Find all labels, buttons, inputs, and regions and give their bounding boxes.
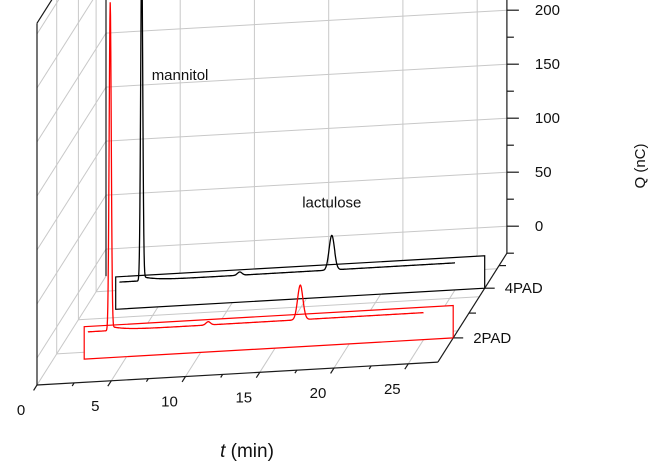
back-grid-hline [105,63,507,88]
x-tick [107,380,112,387]
back-grid-hline [105,9,507,34]
back-grid-hline [105,171,507,196]
x-tick [255,371,261,379]
trace-4pad [119,0,455,283]
y-tick-label: 100 [535,110,560,127]
x-axis-variable: t [220,441,226,462]
x-tick-label: 20 [310,385,327,402]
left-grid-line [36,32,107,143]
trace-band-2pad [83,304,454,360]
floor-grid-line [36,275,107,386]
x-minor-tick [220,374,224,378]
y-axis-label: Q (nC) [632,143,649,188]
depth-axis-line [437,252,508,363]
y-tick-label: 150 [535,56,560,73]
x-minor-tick [368,365,372,370]
z-tick-label: 2PAD [473,330,511,347]
x-tick-label: 5 [91,398,99,415]
z-tick-label: 4PAD [505,280,543,297]
x-tick-label: 15 [235,389,252,406]
traces [83,0,486,360]
x-tick [330,367,335,374]
trace-band-4pad [115,255,486,310]
y-tick-label: 0 [535,218,543,235]
x-tick [404,363,409,370]
x-minor-tick [294,369,298,374]
trace-2pad [87,2,424,333]
peak-label: mannitol [152,67,209,84]
x-tick-label: 0 [17,402,25,419]
x-tick [181,376,187,383]
x-minor-tick [71,382,75,387]
back-grid-hline [105,225,507,250]
left-grid-line [36,86,107,197]
x-tick [33,384,38,391]
back-wall-grid [105,0,507,277]
left-grid-line [36,140,107,251]
axes-ticks [33,9,519,391]
left-grid-line [36,0,94,89]
left-grid-line [36,0,60,35]
y-tick-label: 50 [535,164,552,181]
top-left-edge [36,0,53,24]
peak-label: lactulose [302,194,361,211]
x-axis-unit: (min) [225,441,274,462]
x-minor-tick [145,378,149,383]
y-tick-label: 200 [535,2,560,19]
x-axis-line [36,361,438,386]
tick-labels: 0510152025050100150200250300mannitollact… [17,2,560,419]
left-wall-grid [36,0,107,359]
left-grid-line [36,248,107,359]
x-tick-label: 10 [161,394,178,411]
x-axis-label: t (min) [220,441,274,462]
left-grid-line [36,194,107,305]
back-grid-hline [105,117,507,142]
x-tick-label: 25 [384,381,401,398]
floor-grid-line [78,296,480,321]
